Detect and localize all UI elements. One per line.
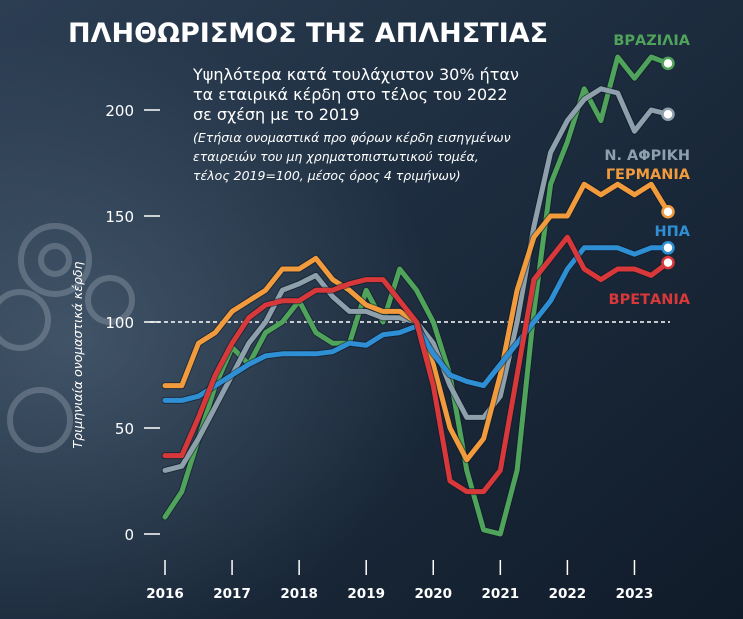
series-line-5 bbox=[162, 234, 671, 495]
series-end-point bbox=[661, 255, 675, 270]
series-label: ΓΕΡΜΑΝΙΑ bbox=[606, 167, 691, 183]
labels-group: ΒΡΑΖΙΛΙΑ Ν. ΑΦΡΙΚΗ ΓΕΡΜΑΝΙΑ ΗΠΑ ΒΡΕΤΑΝΙΑ bbox=[604, 33, 690, 308]
y-tick-label: 100 bbox=[105, 314, 134, 332]
chart-note-line-1: (Ετήσια ονομαστικά προ φόρων κέρδη εισηγ… bbox=[193, 130, 511, 145]
chart-title: ΠΛΗΘΩΡΙΣΜΟΣ ΤΗΣ ΑΠΛΗΣΤΙΑΣ bbox=[68, 18, 548, 49]
chart-subtitle-line-3: σε σχέση με το 2019 bbox=[193, 105, 359, 124]
series-label: ΒΡΑΖΙΛΙΑ bbox=[613, 33, 690, 49]
chart-note-line-2: εταιρειών του μη χρηματοπιστωτικού τομέα… bbox=[193, 149, 479, 164]
y-axis-label: Τριμηνιαία ονομαστικά κέρδη bbox=[70, 261, 85, 448]
x-tick-label: 2019 bbox=[347, 586, 385, 602]
chart-note-line-3: τέλος 2019=100, μέσος όρος 4 τριμήνων) bbox=[193, 168, 461, 183]
y-tick-label: 150 bbox=[105, 208, 134, 226]
x-tick-label: 2018 bbox=[280, 586, 318, 602]
x-tick-label: 2022 bbox=[549, 586, 587, 602]
chart-subtitle-line-1: Υψηλότερα κατά τουλάχιστον 30% ήταν bbox=[192, 65, 519, 84]
x-tick-label: 2023 bbox=[616, 586, 654, 602]
x-tick-label: 2020 bbox=[414, 586, 452, 602]
x-tick-label: 2017 bbox=[213, 586, 251, 602]
y-tick-label: 50 bbox=[115, 420, 134, 438]
series-label: ΗΠΑ bbox=[655, 224, 691, 240]
series-end-point bbox=[661, 56, 675, 71]
series-label: ΒΡΕΤΑΝΙΑ bbox=[609, 292, 691, 308]
series-end-point bbox=[661, 205, 675, 219]
x-tick-label: 2016 bbox=[146, 586, 184, 602]
series-end-point bbox=[661, 107, 675, 121]
series-label: Ν. ΑΦΡΙΚΗ bbox=[604, 148, 690, 164]
series-lines-group bbox=[161, 53, 675, 538]
y-tick-label: 200 bbox=[105, 102, 134, 120]
decorative-gears bbox=[0, 223, 135, 453]
x-tick-label: 2021 bbox=[482, 586, 520, 602]
series-end-point bbox=[661, 241, 675, 255]
chart-subtitle-line-2: τα εταιρικά κέρδη στο τέλος του 2022 bbox=[193, 85, 508, 104]
y-tick-label: 0 bbox=[124, 526, 134, 544]
